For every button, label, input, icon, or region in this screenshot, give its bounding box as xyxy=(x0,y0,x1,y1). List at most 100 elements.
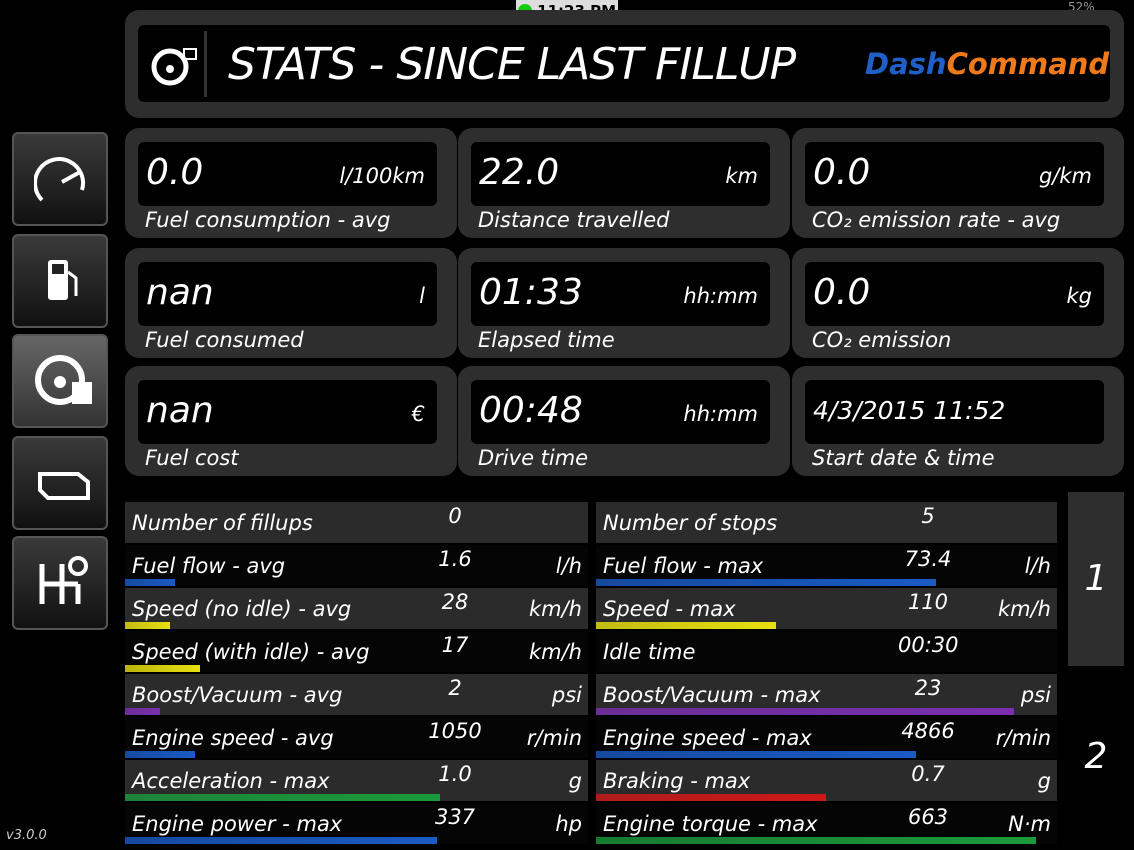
card-value: 0.0 xyxy=(813,152,871,193)
stat-bar xyxy=(125,708,160,715)
logo-dash: Dash xyxy=(865,47,947,81)
fuel-button[interactable] xyxy=(12,234,108,328)
stat-card: 0.0 kg CO₂ emission xyxy=(792,248,1124,358)
stat-value: 663 xyxy=(907,805,949,829)
stat-row: Speed (no idle) - avg 28 km/h xyxy=(125,588,588,629)
stat-row: Braking - max 0.7 g xyxy=(596,760,1057,801)
stat-row: Fuel flow - avg 1.6 l/h xyxy=(125,545,588,586)
logo: DashCommand xyxy=(865,47,1109,81)
card-label: Elapsed time xyxy=(478,328,615,352)
stat-card: 00:48 hh:mm Drive time xyxy=(458,366,790,476)
stat-unit: km/h xyxy=(528,640,582,664)
stat-value: 110 xyxy=(907,590,949,614)
card-value: nan xyxy=(146,390,214,431)
stat-row: Fuel flow - max 73.4 l/h xyxy=(596,545,1057,586)
stat-value: 0 xyxy=(448,504,462,528)
stat-unit: r/min xyxy=(526,726,582,750)
stat-card: 0.0 l/100km Fuel consumption - avg xyxy=(125,128,457,238)
value-box: 0.0 kg xyxy=(805,262,1104,326)
stat-unit: psi xyxy=(1020,683,1051,707)
stat-unit: g xyxy=(568,769,582,793)
header: STATS - SINCE LAST FILLUP DashCommand xyxy=(125,10,1124,118)
card-label: CO₂ emission xyxy=(812,328,952,352)
card-value: 00:48 xyxy=(479,390,583,431)
stat-label: Acceleration - max xyxy=(132,769,330,793)
stat-unit: l/h xyxy=(1024,554,1051,578)
stat-bar xyxy=(596,622,776,629)
stat-bar xyxy=(125,794,440,801)
stat-row: Idle time 00:30 xyxy=(596,631,1057,672)
card-value: 0.0 xyxy=(146,152,204,193)
card-unit: km xyxy=(725,164,758,188)
stat-value: 1.6 xyxy=(438,547,472,571)
stat-value: 28 xyxy=(441,590,469,614)
value-box: nan € xyxy=(138,380,437,444)
stat-row: Engine speed - avg 1050 r/min xyxy=(125,717,588,758)
value-box: 0.0 g/km xyxy=(805,142,1104,206)
gauge-button[interactable] xyxy=(12,132,108,226)
stat-row: Engine torque - max 663 N·m xyxy=(596,803,1057,844)
card-label: CO₂ emission rate - avg xyxy=(812,208,1061,232)
stat-row: Engine speed - max 4866 r/min xyxy=(596,717,1057,758)
stat-unit: km/h xyxy=(528,597,582,621)
stat-row: Engine power - max 337 hp xyxy=(125,803,588,844)
stat-bar xyxy=(596,579,936,586)
stat-label: Engine power - max xyxy=(132,812,343,836)
card-value: 01:33 xyxy=(479,272,583,313)
stat-value: 337 xyxy=(434,805,476,829)
stat-label: Engine speed - max xyxy=(603,726,812,750)
stat-bar xyxy=(125,665,200,672)
stat-row: Speed (with idle) - avg 17 km/h xyxy=(125,631,588,672)
card-value: 0.0 xyxy=(813,272,871,313)
stat-card: 22.0 km Distance travelled xyxy=(458,128,790,238)
stat-unit: km/h xyxy=(997,597,1051,621)
card-label: Start date & time xyxy=(812,446,995,470)
stat-bar xyxy=(596,708,1014,715)
stat-bar xyxy=(125,751,195,758)
stat-row: Speed - max 110 km/h xyxy=(596,588,1057,629)
card-label: Fuel cost xyxy=(145,446,239,470)
stat-label: Speed - max xyxy=(603,597,736,621)
stat-unit: l/h xyxy=(555,554,582,578)
stat-label: Speed (with idle) - avg xyxy=(132,640,370,664)
stat-unit: psi xyxy=(551,683,582,707)
stat-row: Number of fillups 0 xyxy=(125,502,588,543)
stat-label: Engine torque - max xyxy=(603,812,818,836)
stat-unit: N·m xyxy=(1008,812,1051,836)
engine-button[interactable] xyxy=(12,436,108,530)
card-unit: hh:mm xyxy=(683,284,758,308)
stat-value: 23 xyxy=(914,676,942,700)
stat-label: Fuel flow - avg xyxy=(132,554,286,578)
card-value: nan xyxy=(146,272,214,313)
stat-bar xyxy=(125,579,175,586)
page-tab[interactable]: 2 xyxy=(1068,670,1124,844)
stat-label: Engine speed - avg xyxy=(132,726,334,750)
stat-value: 1050 xyxy=(428,719,482,743)
value-box: 4/3/2015 11:52 xyxy=(805,380,1104,444)
stat-row: Boost/Vacuum - avg 2 psi xyxy=(125,674,588,715)
stat-label: Idle time xyxy=(603,640,696,664)
value-box: 00:48 hh:mm xyxy=(471,380,770,444)
card-label: Drive time xyxy=(478,446,589,470)
card-label: Fuel consumed xyxy=(145,328,304,352)
stat-label: Speed (no idle) - avg xyxy=(132,597,352,621)
logo-command: Command xyxy=(946,47,1110,81)
header-icon xyxy=(151,48,197,86)
card-label: Distance travelled xyxy=(478,208,670,232)
version: v3.0.0 xyxy=(6,828,47,843)
value-box: 22.0 km xyxy=(471,142,770,206)
card-label: Fuel consumption - avg xyxy=(145,208,391,232)
page-tab[interactable]: 1 xyxy=(1068,492,1124,666)
stat-label: Braking - max xyxy=(603,769,751,793)
stat-label: Number of stops xyxy=(603,511,778,535)
stat-card: 4/3/2015 11:52 Start date & time xyxy=(792,366,1124,476)
stats-button[interactable] xyxy=(12,334,108,428)
card-value: 4/3/2015 11:52 xyxy=(813,396,1006,425)
stat-row: Acceleration - max 1.0 g xyxy=(125,760,588,801)
stat-bar xyxy=(125,837,437,844)
stat-card: nan € Fuel cost xyxy=(125,366,457,476)
stat-row: Boost/Vacuum - max 23 psi xyxy=(596,674,1057,715)
stat-label: Number of fillups xyxy=(132,511,313,535)
card-unit: kg xyxy=(1066,284,1093,308)
gear-button[interactable] xyxy=(12,536,108,630)
